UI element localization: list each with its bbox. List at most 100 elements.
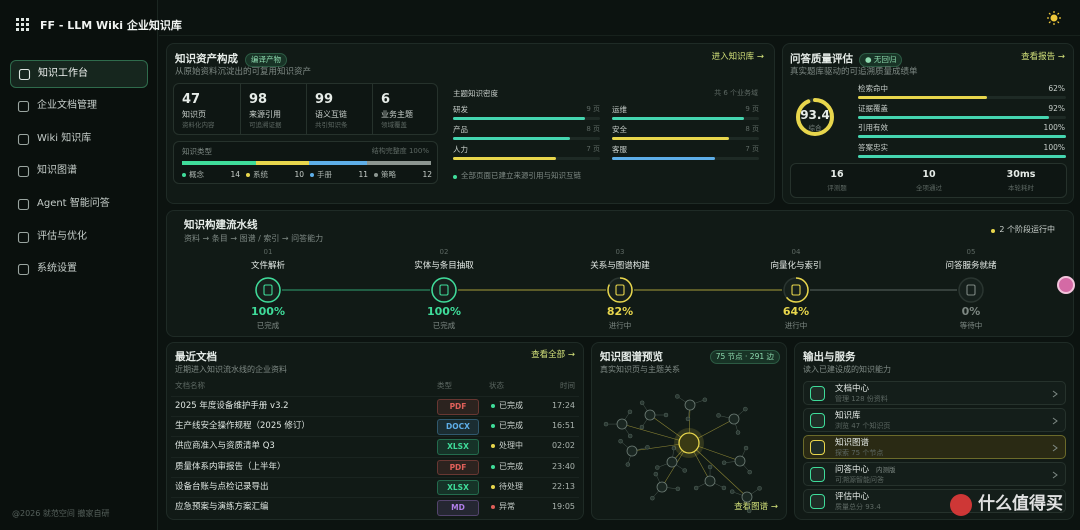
doc-name[interactable]: 生产线安全操作规程（2025 修订） bbox=[175, 421, 310, 432]
nav-label[interactable]: 企业文档管理 bbox=[37, 100, 97, 111]
chevron-shape bbox=[1052, 498, 1058, 506]
graph-node bbox=[618, 438, 623, 444]
graph-node bbox=[721, 460, 727, 465]
pipeline-connectors bbox=[255, 277, 984, 303]
metric-bar bbox=[858, 96, 987, 99]
metric-name: 引用有效 bbox=[858, 123, 888, 133]
logo-dot bbox=[21, 18, 24, 21]
nav-label[interactable]: 评估与优化 bbox=[37, 231, 87, 242]
service-desc: 浏览 47 个知识页 bbox=[835, 422, 891, 430]
nav-label[interactable]: Wiki 知识库 bbox=[37, 133, 92, 144]
service-desc: 探索 75 个节点 bbox=[835, 449, 884, 457]
service-item[interactable]: 问答中心 内测版 可溯源智能问答 bbox=[803, 462, 1066, 486]
nav-label[interactable]: 系统设置 bbox=[37, 263, 77, 274]
service-name[interactable]: 评估中心 bbox=[835, 492, 870, 502]
document-row[interactable]: 供应商准入与资质清单 Q3 XLSX 处理中 02:02 bbox=[171, 436, 579, 455]
float-button[interactable] bbox=[1057, 276, 1075, 294]
density-value: 8 页 bbox=[586, 125, 600, 133]
panel-title: 知识构建流水线 bbox=[184, 219, 258, 231]
graph-node bbox=[656, 481, 668, 493]
service-name[interactable]: 知识图谱 bbox=[835, 438, 870, 448]
step-status: 已完成 bbox=[256, 321, 280, 330]
nav-label[interactable]: Agent 智能问答 bbox=[37, 198, 110, 209]
step-status: 已完成 bbox=[432, 321, 456, 330]
document-row[interactable]: 设备台账与点检记录导出 XLSX 待处理 22:13 bbox=[171, 476, 579, 496]
step-icon bbox=[615, 284, 625, 296]
step-index: 03 bbox=[615, 248, 625, 256]
panel-link[interactable]: 进入知识库 → bbox=[711, 52, 764, 62]
legend-count: 11 bbox=[358, 170, 368, 179]
stat-value: 6 bbox=[381, 92, 391, 107]
service-name[interactable]: 文档中心 bbox=[835, 384, 870, 394]
nav-label[interactable]: 知识图谱 bbox=[37, 165, 77, 176]
document-row[interactable]: 质量体系内审报告（上半年） PDF 已完成 23:40 bbox=[171, 456, 579, 476]
column-header: 状态 bbox=[489, 381, 504, 390]
nav-icon bbox=[18, 68, 31, 81]
doc-name[interactable]: 2025 年度设备维护手册 v3.2 bbox=[175, 401, 289, 411]
document-row[interactable]: 2025 年度设备维护手册 v3.2 PDF 已完成 17:24 bbox=[171, 396, 579, 415]
logo-dot bbox=[16, 23, 19, 26]
step-name: 向量化与索引 bbox=[770, 261, 822, 271]
service-name[interactable]: 知识库 bbox=[835, 411, 861, 421]
service-item[interactable]: 知识库 浏览 47 个知识页 bbox=[803, 408, 1066, 432]
nav-label[interactable]: 知识工作台 bbox=[38, 68, 88, 79]
nav-item[interactable]: Wiki 知识库 bbox=[10, 126, 148, 154]
stat-label: 知识页 bbox=[182, 110, 206, 119]
step-icon bbox=[263, 284, 273, 296]
document-row[interactable]: 应急预案与演练方案汇编 MD 异常 19:05 bbox=[171, 497, 579, 516]
logo-dot bbox=[16, 18, 19, 21]
service-name[interactable]: 问答中心 bbox=[835, 465, 870, 475]
graph-edge bbox=[688, 442, 748, 498]
metric-name: 检索命中 bbox=[858, 84, 888, 93]
graph-node bbox=[741, 491, 753, 503]
ring-arc bbox=[796, 98, 834, 136]
graph-node bbox=[693, 485, 699, 491]
stat-value: 98 bbox=[249, 92, 268, 107]
doc-time: 02:02 bbox=[551, 441, 575, 451]
nav-item[interactable]: 知识图谱 bbox=[10, 158, 148, 186]
document-row[interactable]: 生产线安全操作规程（2025 修订） DOCX 已完成 16:51 bbox=[171, 416, 579, 435]
assets-panel: 知识资产构成 编译产物 从原始资料沉淀出的可复用知识资产 进入知识库 → 47 知识页 资料… bbox=[166, 43, 775, 204]
nav-icon-shape bbox=[17, 198, 30, 211]
doc-name[interactable]: 供应商准入与资质清单 Q3 bbox=[175, 441, 275, 452]
doc-name[interactable]: 设备台账与点检记录导出 bbox=[175, 481, 269, 492]
chevron bbox=[1052, 471, 1058, 479]
nav-item[interactable]: 企业文档管理 bbox=[10, 93, 148, 121]
panel-subtitle: 近期进入知识流水线的企业资料 bbox=[175, 365, 287, 374]
graph-center bbox=[678, 432, 700, 454]
stat-label: 语义互链 bbox=[315, 110, 347, 119]
nav-item[interactable]: 系统设置 bbox=[10, 256, 148, 284]
nav-icon bbox=[17, 263, 30, 276]
nav-item[interactable]: 知识工作台 bbox=[10, 60, 148, 88]
chevron bbox=[1052, 498, 1058, 506]
nav-item[interactable]: Agent 智能问答 bbox=[10, 191, 148, 219]
panel-link[interactable]: 查看图谱 → bbox=[734, 502, 778, 512]
panel-link[interactable]: 查看全部 → bbox=[531, 350, 575, 360]
nav-item[interactable]: 评估与优化 bbox=[10, 224, 148, 252]
graph-node bbox=[663, 412, 669, 418]
panel-subtitle: 从原始资料沉淀出的可复用知识资产 bbox=[175, 67, 312, 77]
doc-time: 17:24 bbox=[551, 401, 575, 410]
status-dot bbox=[491, 464, 495, 469]
doc-name[interactable]: 应急预案与演练方案汇编 bbox=[175, 502, 269, 512]
chevron bbox=[1052, 390, 1058, 398]
service-item[interactable]: 知识图谱 探索 75 个节点 bbox=[803, 435, 1066, 459]
panel-link[interactable]: 查看报告 → bbox=[1021, 52, 1065, 62]
footnote-dot bbox=[453, 175, 457, 179]
service-item[interactable]: 评估中心 质量总分 93.4 bbox=[803, 489, 1066, 513]
step-circle bbox=[958, 277, 984, 303]
step-progress bbox=[607, 277, 633, 303]
density-name: 研发 bbox=[453, 105, 468, 114]
panel-title: 知识图谱预览 bbox=[600, 351, 663, 363]
type-segment bbox=[309, 161, 368, 165]
doc-name[interactable]: 质量体系内审报告（上半年） bbox=[175, 461, 286, 472]
service-desc: 可溯源智能问答 bbox=[835, 476, 884, 484]
theme-toggle[interactable] bbox=[1046, 10, 1062, 26]
nav-icon-shape bbox=[17, 263, 30, 276]
chevron bbox=[1052, 444, 1058, 452]
service-item[interactable]: 文档中心 管理 128 份资料 bbox=[803, 381, 1066, 405]
graph-node bbox=[685, 416, 691, 422]
graph-node bbox=[671, 445, 677, 451]
documents-panel: 最近文档 近期进入知识流水线的企业资料 查看全部 → 文档名称 类型 状态 时间 2025 年… bbox=[166, 342, 584, 520]
graph-edge bbox=[621, 423, 690, 444]
